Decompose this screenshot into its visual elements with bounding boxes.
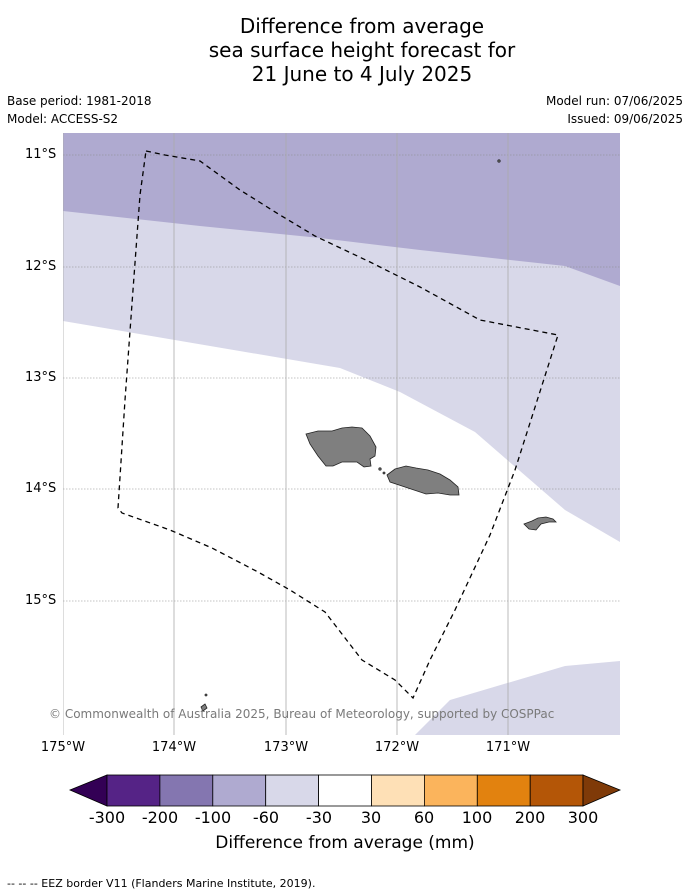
colorbar-tick: -300 [88, 808, 126, 827]
colorbar-extend-low [68, 774, 108, 807]
colorbar-label: Difference from average (mm) [215, 833, 475, 853]
colorbar-bin-5 [318, 774, 372, 807]
colorbar-tick: 100 [461, 808, 493, 827]
colorbar [68, 774, 622, 807]
colorbar-tick: 60 [413, 808, 435, 827]
colorbar-tick: 30 [360, 808, 382, 827]
colorbar-tick: -60 [252, 808, 280, 827]
lat-label-14s: 14°S [25, 481, 57, 496]
colorbar-tick: 200 [514, 808, 546, 827]
colorbar-bin-3 [212, 774, 267, 807]
model-label: Model: ACCESS-S2 [7, 112, 119, 126]
island-niuafoou [200, 703, 208, 712]
lon-label-175w: 175°W [40, 740, 86, 755]
colorbar-tick: -100 [194, 808, 232, 827]
colorbar-bin-8 [476, 774, 531, 807]
islet-north [497, 159, 501, 163]
contour-band-medium [63, 133, 620, 286]
islet-manono [382, 471, 386, 475]
map-title: Difference from average sea surface heig… [0, 14, 690, 86]
islet-southwest [204, 693, 208, 697]
eez-border [117, 150, 559, 700]
contour-band-light-south [415, 661, 620, 735]
lon-label-173w: 173°W [263, 740, 309, 755]
colorbar-tick: -30 [305, 808, 333, 827]
meridians [63, 133, 509, 735]
lat-label-15s: 15°S [25, 593, 57, 608]
title-line-1: Difference from average [239, 14, 485, 38]
colorbar-bin-6 [371, 774, 425, 807]
colorbar-bin-9 [529, 774, 584, 807]
colorbar-bin-7 [423, 774, 478, 807]
colorbar-bin-2 [159, 774, 214, 807]
colorbar-tick: 300 [567, 808, 599, 827]
lat-label-13s: 13°S [25, 370, 57, 385]
island-upolu [386, 465, 460, 496]
eez-legend-note: -- -- -- EEZ border V11 (Flanders Marine… [7, 877, 316, 890]
copyright-notice: © Commonwealth of Australia 2025, Bureau… [49, 707, 555, 721]
colorbar-extend-high [582, 774, 622, 807]
islet-apolima [378, 467, 382, 471]
map-area [63, 133, 620, 735]
base-period-label: Base period: 1981-2018 [7, 94, 152, 108]
lat-label-11s: 11°S [25, 147, 57, 162]
title-line-3: 21 June to 4 July 2025 [251, 62, 473, 86]
colorbar-tick: -200 [141, 808, 179, 827]
title-line-2: sea surface height forecast for [208, 38, 516, 62]
island-tutuila [523, 516, 557, 531]
lon-label-172w: 172°W [374, 740, 420, 755]
lat-label-12s: 12°S [25, 259, 57, 274]
issued-label: Issued: 09/06/2025 [567, 112, 683, 126]
lon-label-174w: 174°W [151, 740, 197, 755]
lon-label-171w: 171°W [485, 740, 531, 755]
land-masses [200, 159, 557, 712]
model-run-label: Model run: 07/06/2025 [545, 94, 683, 108]
colorbar-bin-1 [106, 774, 161, 807]
island-savaii [305, 426, 377, 468]
colorbar-bin-4 [265, 774, 320, 807]
